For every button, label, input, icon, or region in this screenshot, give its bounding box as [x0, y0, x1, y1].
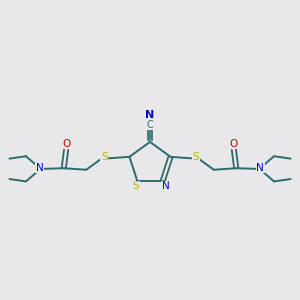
Text: N: N: [256, 163, 264, 173]
Text: O: O: [62, 139, 70, 148]
Text: S: S: [101, 152, 108, 162]
Text: N: N: [146, 110, 154, 120]
Text: S: S: [192, 152, 199, 162]
Text: N: N: [162, 181, 170, 191]
Text: N: N: [36, 163, 44, 173]
Text: C: C: [147, 119, 153, 130]
Text: S: S: [133, 181, 139, 191]
Text: O: O: [230, 139, 238, 148]
